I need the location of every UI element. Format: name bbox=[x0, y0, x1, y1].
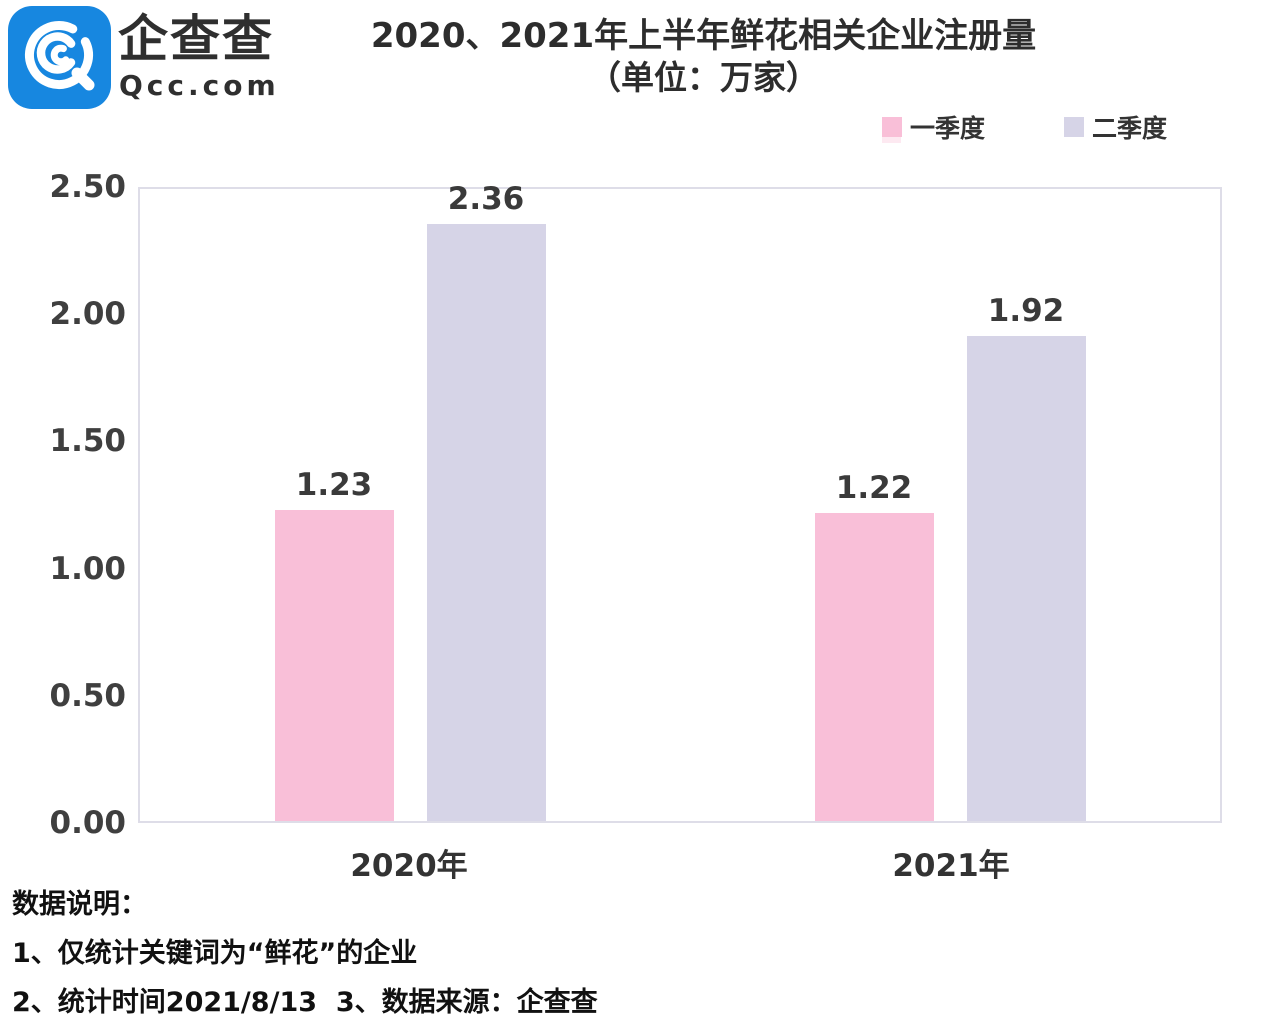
legend-ghost-swatch bbox=[882, 132, 901, 143]
y-tick-label: 0.00 bbox=[49, 805, 127, 841]
data-notes: 数据说明： 1、仅统计关键词为“鲜花”的企业 2、统计时间2021/8/13 3… bbox=[12, 880, 598, 1025]
bar-二季度-2020年: 2.36 bbox=[426, 181, 546, 821]
y-tick-label: 0.50 bbox=[49, 678, 127, 714]
brand-domain: Qcc.com bbox=[119, 69, 280, 102]
legend-label-q1: 一季度 bbox=[910, 114, 986, 143]
chart-title: 2020、2021年上半年鲜花相关企业注册量 （单位：万家） bbox=[140, 16, 1267, 98]
bar-一季度-2020年: 1.23 bbox=[274, 467, 394, 821]
x-category-label: 2020年 bbox=[350, 848, 468, 884]
y-tick-label: 2.00 bbox=[49, 296, 127, 332]
bar-value-label: 1.22 bbox=[835, 470, 913, 506]
legend-item-q1: 一季度 bbox=[882, 109, 985, 145]
plot-area: 1.23 2.36 1.22 1.92 bbox=[138, 181, 1222, 823]
y-tick-label: 2.50 bbox=[49, 169, 127, 205]
x-axis: 2020年 2021年 bbox=[138, 840, 1222, 884]
y-axis: 2.50 2.00 1.50 1.00 0.50 0.00 bbox=[0, 169, 127, 841]
bar-二季度-2021年: 1.92 bbox=[966, 293, 1086, 821]
bar-value-label: 1.23 bbox=[295, 467, 373, 503]
y-tick-label: 1.00 bbox=[49, 551, 127, 587]
bar-一季度-2021年: 1.22 bbox=[814, 470, 934, 821]
bar-value-label: 2.36 bbox=[447, 181, 525, 217]
legend-swatch-q1 bbox=[882, 117, 902, 137]
bar-group-2020年: 1.23 2.36 bbox=[140, 181, 680, 821]
bar-group-2021年: 1.22 1.92 bbox=[680, 189, 1220, 821]
legend-label-q2: 二季度 bbox=[1092, 114, 1168, 143]
notes-line2: 2、统计时间2021/8/13 3、数据来源：企查查 bbox=[12, 987, 598, 1018]
brand-name: 企查查 bbox=[118, 10, 274, 68]
legend-item-q2: 二季度 bbox=[1064, 109, 1167, 145]
bar-value-label: 1.92 bbox=[987, 293, 1065, 329]
chart-title-line1: 2020、2021年上半年鲜花相关企业注册量 bbox=[370, 16, 1037, 56]
notes-heading: 数据说明： bbox=[12, 889, 147, 920]
legend-swatch-q2 bbox=[1064, 117, 1084, 137]
chart-title-line2: （单位：万家） bbox=[588, 58, 819, 97]
qcc-logo-icon bbox=[8, 6, 111, 109]
y-tick-label: 1.50 bbox=[49, 423, 127, 459]
notes-line1: 1、仅统计关键词为“鲜花”的企业 bbox=[12, 938, 418, 969]
x-category-label: 2021年 bbox=[892, 848, 1010, 884]
